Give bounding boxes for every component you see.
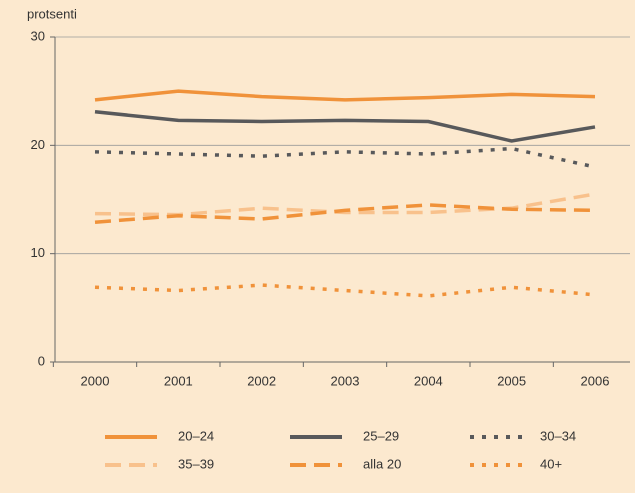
x-tick-label: 2000 [81,373,110,388]
legend-label: 30–34 [540,428,576,443]
x-tick-label: 2003 [331,373,360,388]
legend-label: alla 20 [363,456,401,471]
x-tick-label: 2006 [581,373,610,388]
x-tick-label: 2001 [164,373,193,388]
y-tick-label: 30 [31,28,45,43]
series-line [94,203,596,224]
y-tick-label: 20 [31,137,45,152]
x-tick-label: 2004 [414,373,443,388]
y-tick-label: 10 [31,245,45,260]
x-tick-label: 2005 [497,373,526,388]
series-line [94,283,596,298]
y-tick-label: 0 [38,353,45,368]
legend-label: 35–39 [178,456,214,471]
series-line [94,110,596,143]
series-line [94,146,596,169]
legend-label: 20–24 [178,428,214,443]
series-line [94,89,596,102]
x-tick-label: 2002 [247,373,276,388]
legend-label: 40+ [540,456,562,471]
y-axis-label: protsenti [27,6,77,21]
legend-label: 25–29 [363,428,399,443]
